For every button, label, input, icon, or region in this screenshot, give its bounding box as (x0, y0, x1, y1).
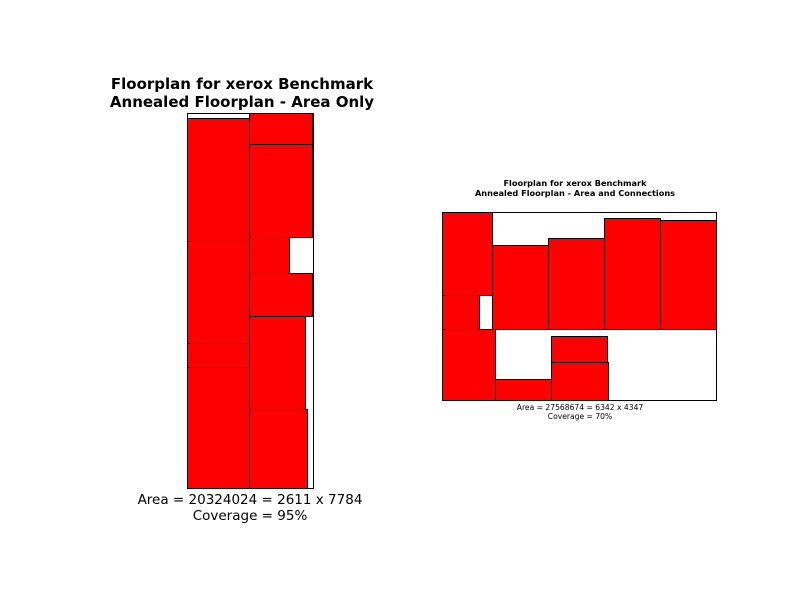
floorplan-2-block (442, 212, 493, 296)
floorplan-2-block (495, 379, 552, 401)
floorplan-1-title: Floorplan for xerox Benchmark Annealed F… (92, 75, 392, 111)
floorplan-2-block (492, 245, 549, 330)
floorplan-1-block (249, 273, 313, 317)
floorplan-2-block (604, 218, 661, 330)
floorplan-1-block (249, 316, 306, 411)
floorplan-2-block (551, 336, 608, 364)
floorplan-1-outline (187, 113, 314, 489)
floorplan-2-block (660, 220, 717, 330)
floorplan-1-title-line2: Annealed Floorplan - Area Only (109, 93, 375, 111)
floorplan-1-caption: Area = 20324024 = 2611 x 7784 Coverage =… (100, 492, 400, 524)
floorplan-2-block (548, 238, 605, 330)
floorplan-1-block (187, 241, 250, 344)
floorplan-1-block (249, 113, 313, 145)
floorplan-2-caption: Area = 27568674 = 6342 x 4347 Coverage =… (430, 403, 730, 421)
floorplan-1-block (249, 237, 290, 274)
floorplan-1-coverage: Coverage = 95% (192, 508, 308, 525)
floorplan-1-block (187, 367, 250, 489)
floorplan-1-block (249, 409, 308, 489)
floorplan-2-coverage: Coverage = 70% (547, 412, 613, 422)
floorplan-2-block (442, 329, 496, 401)
floorplan-1-block (187, 343, 250, 368)
floorplan-2-area: Area = 27568674 = 6342 x 4347 (516, 403, 644, 412)
floorplan-1-block (249, 144, 313, 238)
floorplan-2-block (442, 295, 480, 330)
floorplan-1-area: Area = 20324024 = 2611 x 7784 (137, 492, 363, 508)
floorplan-2-block (551, 362, 609, 401)
floorplan-2-title: Floorplan for xerox Benchmark Annealed F… (425, 178, 725, 199)
floorplan-2-title-line1: Floorplan for xerox Benchmark (503, 178, 647, 188)
floorplan-2-title-line2: Annealed Floorplan - Area and Connection… (474, 187, 676, 198)
floorplan-2-outline (442, 212, 717, 401)
floorplan-1-block (187, 118, 250, 242)
floorplan-1-title-line1: Floorplan for xerox Benchmark (110, 75, 374, 93)
